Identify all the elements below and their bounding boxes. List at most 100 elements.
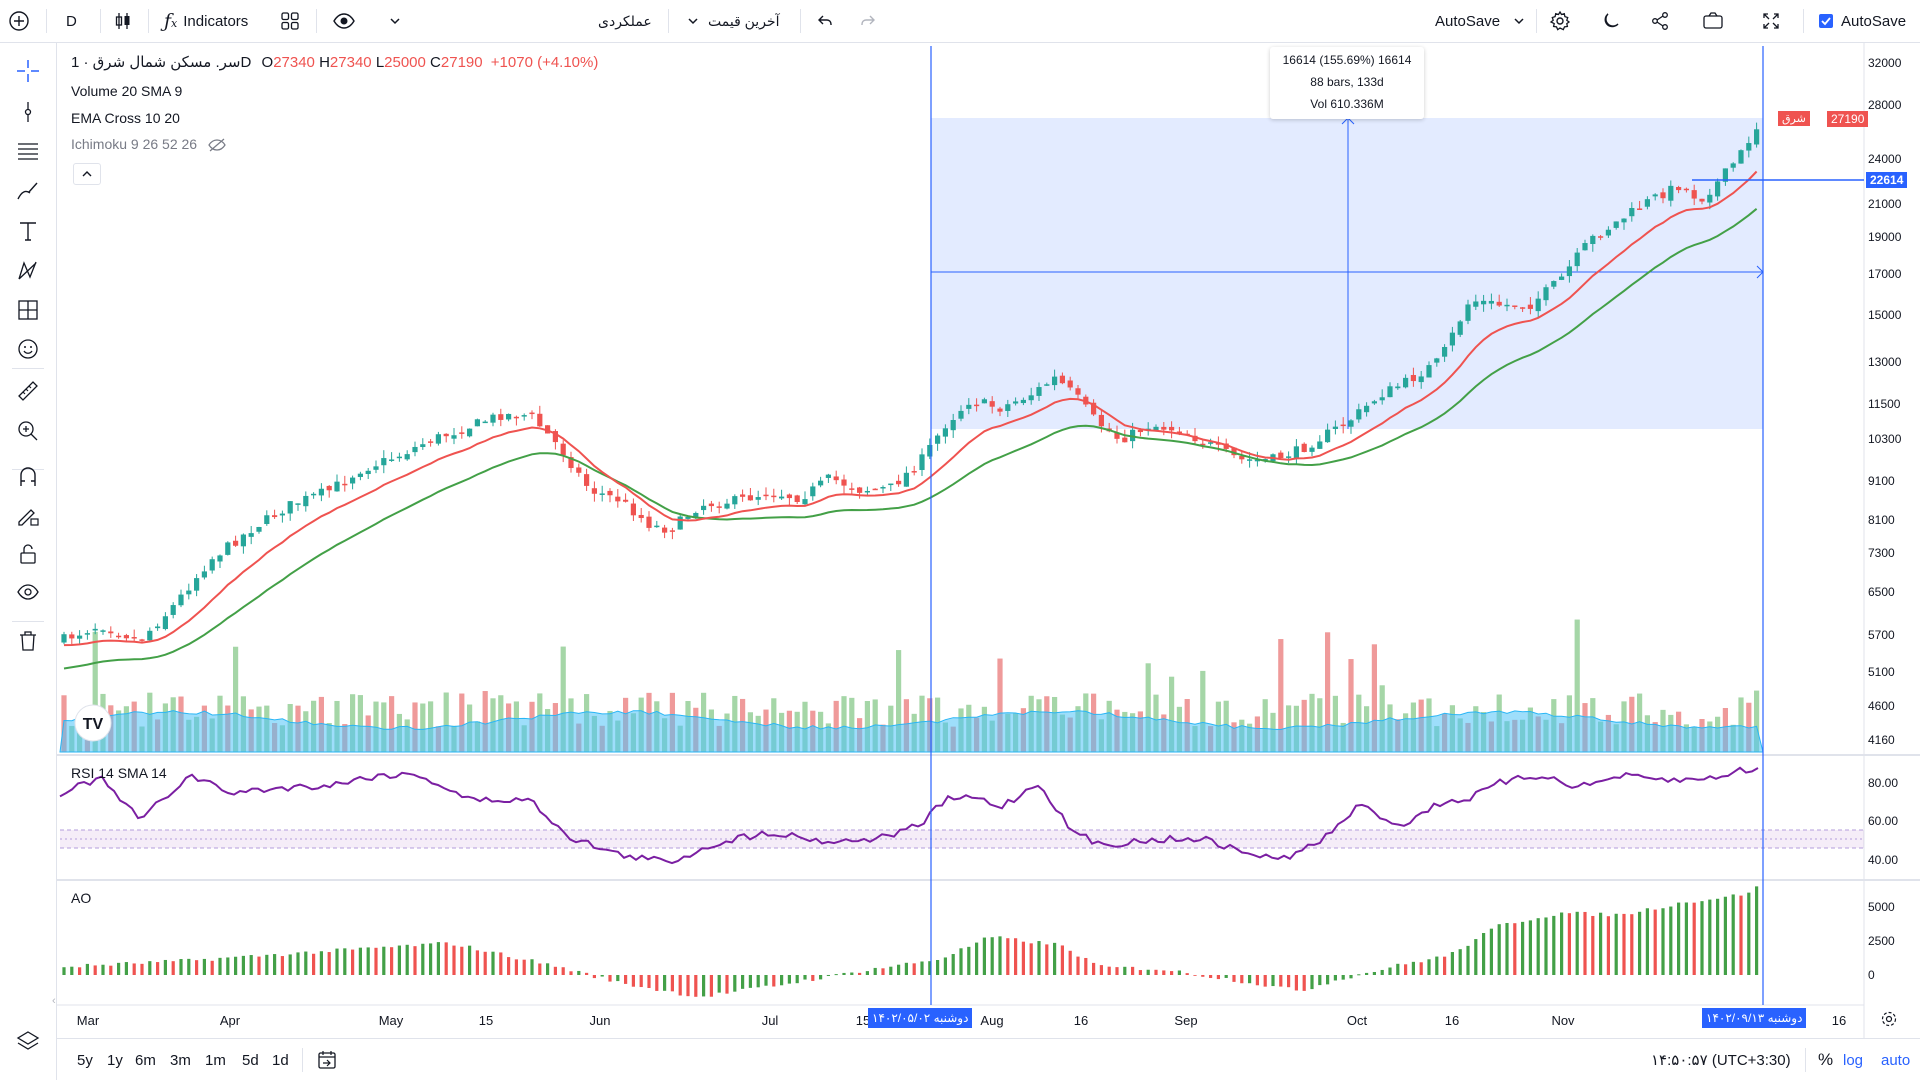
ao-bar (1684, 902, 1688, 975)
candle (1301, 443, 1307, 453)
pencil-lock-icon (18, 509, 39, 526)
candle (966, 404, 972, 409)
volume-bar (1332, 695, 1338, 752)
undo-button[interactable] (815, 0, 835, 42)
crosshair-tool[interactable] (14, 57, 42, 85)
tradingview-logo[interactable]: TV (74, 704, 112, 742)
volume-bar (92, 631, 98, 752)
volume-bar (1348, 659, 1354, 752)
candle (997, 408, 1003, 412)
range-5y-button[interactable]: 5y (77, 1039, 93, 1081)
redo-icon (861, 15, 875, 25)
ao-bar (499, 952, 503, 975)
object-tree-button[interactable] (14, 1027, 42, 1055)
volume-bar (896, 650, 902, 752)
range-3m-button[interactable]: 3m (170, 1039, 191, 1081)
chart-type-button[interactable] (112, 0, 134, 42)
more-dropdown-button[interactable] (388, 0, 402, 42)
candle (771, 495, 777, 498)
range-5d-button[interactable]: 5d (242, 1039, 259, 1081)
ao-axis-label: 2500 (1868, 934, 1895, 948)
layouts-button[interactable] (280, 0, 300, 42)
ao-legend-label: AO (71, 890, 92, 906)
ao-bar (1201, 975, 1205, 977)
autosave-checkbox[interactable]: AutoSave (1819, 0, 1906, 42)
eye-off-icon[interactable] (207, 138, 227, 152)
volume-bar (482, 691, 488, 752)
magnet-tool[interactable] (14, 463, 42, 491)
fullscreen-button[interactable] (1761, 0, 1781, 42)
ao-legend[interactable]: AO (71, 890, 91, 906)
volume-legend[interactable]: Volume 20 SMA 9 (71, 83, 182, 99)
prediction-tool[interactable] (14, 296, 42, 324)
indicators-button[interactable]: ƒx Indicators (164, 0, 248, 42)
log-scale-button[interactable]: log (1843, 1039, 1863, 1081)
remove-tool[interactable] (14, 627, 42, 655)
candle (786, 494, 792, 499)
smiley-icon (18, 339, 38, 359)
ao-bar (475, 950, 479, 975)
ao-bar (1372, 971, 1376, 975)
hide-tool[interactable] (14, 578, 42, 606)
mode-button[interactable]: عملکردی (598, 0, 652, 42)
candle (1613, 221, 1619, 228)
divider (1803, 9, 1804, 33)
settings-button[interactable] (1549, 0, 1571, 42)
share-button[interactable] (1650, 0, 1670, 42)
ao-bar (772, 975, 776, 987)
axis-settings-button[interactable] (1880, 1010, 1898, 1033)
candle (264, 515, 270, 524)
text-tool[interactable] (14, 217, 42, 245)
visibility-button[interactable] (332, 0, 356, 42)
trend-line-tool[interactable] (14, 98, 42, 126)
emoji-tool[interactable] (14, 335, 42, 363)
zoom-tool[interactable] (14, 417, 42, 445)
candle (1566, 266, 1572, 277)
brush-tool[interactable] (14, 177, 42, 205)
ema-legend[interactable]: EMA Cross 10 20 (71, 110, 180, 126)
ao-bar (1606, 916, 1610, 975)
price-type-dropdown[interactable]: آخرین قیمت (686, 0, 779, 42)
theme-button[interactable] (1601, 0, 1621, 42)
pattern-tool[interactable] (14, 257, 42, 285)
goto-date-button[interactable] (316, 1039, 338, 1081)
ruler-tool[interactable] (14, 377, 42, 405)
ao-bar (1248, 975, 1252, 984)
redo-button[interactable] (858, 0, 878, 42)
volume-bar (428, 701, 434, 752)
symbol-legend[interactable]: سر. مسکن شمال شرق · 1D O27340 H27340 L25… (71, 53, 598, 71)
range-1d-button[interactable]: 1d (272, 1039, 289, 1081)
candle (630, 503, 636, 516)
autosave-button[interactable]: AutoSave (1435, 0, 1526, 42)
range-1y-button[interactable]: 1y (107, 1039, 123, 1081)
ao-bar (975, 942, 979, 975)
ao-bar (889, 966, 893, 975)
interval-button[interactable]: D (66, 0, 77, 42)
fib-tool[interactable] (14, 137, 42, 165)
candle (350, 477, 356, 484)
candle (1309, 447, 1315, 452)
stay-drawing-tool[interactable] (14, 501, 42, 529)
collapse-legend-button[interactable] (73, 163, 101, 185)
collapse-sidebar-handle[interactable]: ‹ (52, 995, 56, 1007)
candle (701, 505, 707, 511)
candle (763, 494, 769, 497)
timezone-button[interactable]: ۱۴:۵۰:۵۷ (UTC+3:30) (1651, 1039, 1791, 1081)
candle (1091, 402, 1097, 415)
candle (217, 555, 223, 562)
candle (1527, 304, 1533, 309)
ichimoku-legend[interactable]: Ichimoku 9 26 52 26 (71, 136, 227, 152)
lock-tool[interactable] (14, 540, 42, 568)
rsi-legend[interactable]: RSI 14 SMA 14 (71, 765, 167, 781)
auto-scale-button[interactable]: auto (1881, 1039, 1910, 1081)
ao-bar (943, 957, 947, 975)
percent-scale-button[interactable]: % (1818, 1039, 1833, 1081)
snapshot-button[interactable] (1702, 0, 1724, 42)
change-value: +1070 (+4.10%) (490, 54, 599, 71)
measure-range-box[interactable] (931, 118, 1763, 429)
range-1m-button[interactable]: 1m (205, 1039, 226, 1081)
add-symbol-button[interactable] (8, 0, 30, 42)
close-label: C (430, 54, 441, 71)
range-6m-button[interactable]: 6m (135, 1039, 156, 1081)
